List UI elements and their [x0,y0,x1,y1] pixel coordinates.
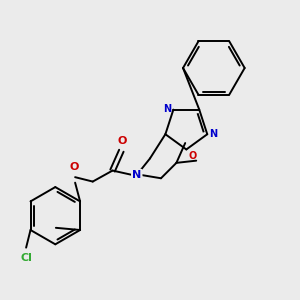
Text: O: O [69,162,79,172]
Text: O: O [118,136,127,146]
Text: Cl: Cl [20,253,32,263]
Text: O: O [188,151,197,160]
Text: N: N [132,170,141,180]
Text: N: N [209,129,217,139]
Text: N: N [163,103,171,113]
